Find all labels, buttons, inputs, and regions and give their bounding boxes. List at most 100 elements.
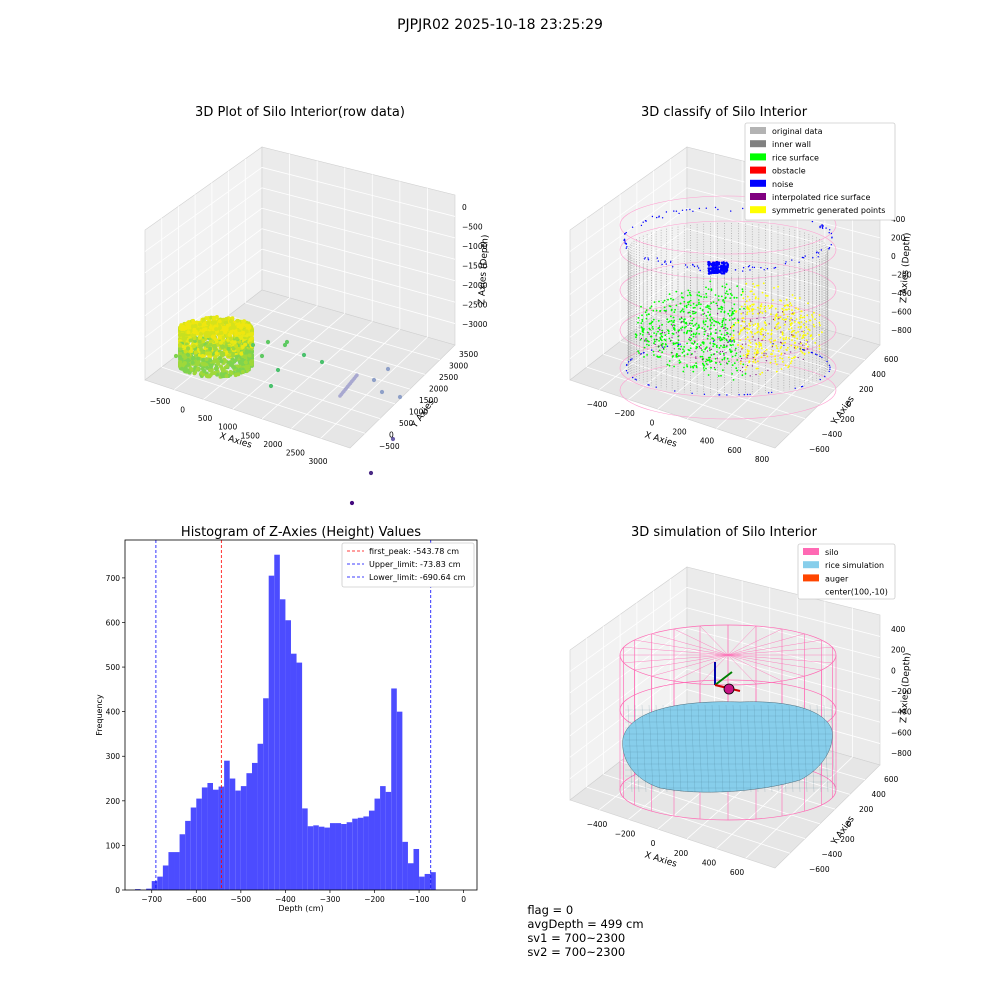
rice-surface-point — [695, 347, 698, 350]
rice-surface-point — [759, 331, 762, 334]
data-point — [193, 329, 198, 334]
rice-surface-point — [692, 335, 695, 338]
data-point — [240, 369, 245, 374]
noise-point — [724, 270, 727, 273]
histogram-bar — [374, 798, 381, 890]
interpolated-point — [801, 330, 803, 332]
interpolated-point — [673, 348, 675, 350]
tick-label: 3000 — [449, 362, 468, 371]
rice-surface-point — [746, 331, 749, 334]
rice-surface-point — [701, 309, 704, 312]
silo-outline — [619, 260, 837, 320]
rice-surface-point — [690, 327, 692, 330]
surface-mesh — [627, 704, 633, 793]
rice-surface-point — [773, 339, 775, 342]
rice-surface-point — [803, 352, 806, 355]
histogram-bar — [368, 810, 375, 890]
data-point — [397, 394, 403, 400]
rice-surface-point — [714, 357, 717, 360]
data-point — [221, 317, 226, 322]
rice-surface-point — [795, 332, 797, 334]
silo-wireframe — [651, 633, 729, 656]
silo-wireframe — [673, 628, 729, 656]
legend-swatch — [750, 193, 766, 200]
rice-surface-point — [758, 346, 761, 348]
histogram-bar — [430, 872, 436, 890]
silo-wireframe — [673, 654, 729, 682]
interpolated-point — [693, 311, 695, 313]
data-point — [186, 330, 191, 335]
rice-surface-point — [813, 325, 816, 328]
rice-surface-point — [731, 373, 733, 375]
rice-surface-point — [748, 324, 751, 327]
rice-surface-point — [755, 346, 757, 348]
rice-surface-point — [780, 300, 783, 302]
tick-label: 1500 — [419, 396, 438, 405]
rice-surface-point — [732, 344, 734, 346]
rice-surface-point — [799, 334, 801, 336]
rice-surface-point — [698, 291, 700, 294]
surface-mesh — [781, 704, 787, 793]
rice-surface-point — [639, 338, 642, 341]
data-point — [197, 322, 202, 327]
rice-surface-point — [641, 318, 644, 321]
noise-point — [714, 206, 717, 209]
data-point — [214, 367, 219, 372]
data-point — [211, 344, 216, 348]
noise-point — [624, 242, 626, 244]
rice-surface-point — [770, 304, 773, 307]
rice-surface-point — [719, 307, 722, 310]
interpolated-point — [694, 342, 696, 344]
rice-surface-point — [648, 322, 651, 325]
data-point — [183, 336, 187, 341]
interpolated-point — [718, 338, 720, 340]
rice-surface-point — [707, 356, 710, 359]
legend-entry: first_peak: -543.78 cm — [369, 547, 459, 556]
rice-surface-point — [797, 326, 800, 329]
noise-point — [828, 248, 830, 250]
rice-surface-point — [692, 302, 695, 305]
noise-point — [719, 394, 721, 396]
noise-point — [820, 225, 822, 227]
rice-surface-point — [756, 306, 759, 309]
interpolated-point — [645, 340, 647, 342]
rice-surface-point — [773, 287, 775, 289]
data-point — [379, 389, 385, 395]
rice-surface-point — [763, 307, 766, 310]
data-point — [224, 374, 229, 378]
rice-surface-point — [705, 367, 707, 370]
histogram-bar — [363, 816, 369, 890]
rice-surface-point — [731, 312, 734, 314]
rice-surface-point — [802, 323, 805, 326]
rice-surface-point — [721, 358, 724, 361]
rice-surface-point — [757, 297, 760, 300]
rice-surface-point — [703, 296, 706, 298]
legend-entry: obstacle — [772, 167, 806, 176]
rice-surface-point — [733, 309, 736, 312]
rice-surface-point — [790, 324, 792, 327]
data-point — [186, 352, 190, 357]
rice-surface-point — [739, 308, 741, 310]
interpolated-point — [746, 325, 748, 327]
rice-surface-point — [753, 356, 756, 359]
rice-surface-point — [781, 307, 784, 310]
rice-surface-point — [719, 353, 722, 355]
data-point — [211, 315, 216, 320]
rice-surface-point — [794, 356, 796, 358]
rice-surface-point — [792, 356, 795, 359]
rice-surface-point — [775, 344, 778, 347]
noise-point — [656, 216, 658, 219]
rice-surface-point — [651, 326, 654, 328]
interpolated-point — [690, 354, 692, 356]
tick-label: 0 — [847, 400, 852, 409]
data-point — [219, 359, 224, 364]
rice-surface-point — [655, 333, 658, 335]
data-point — [237, 359, 243, 365]
rice-surface-point — [788, 337, 790, 339]
data-point — [232, 365, 237, 370]
histogram-bar — [179, 834, 186, 890]
interpolated-point — [761, 339, 763, 341]
data-point — [204, 374, 209, 378]
rice-surface-point — [689, 294, 692, 297]
rice-surface-point — [650, 305, 653, 308]
